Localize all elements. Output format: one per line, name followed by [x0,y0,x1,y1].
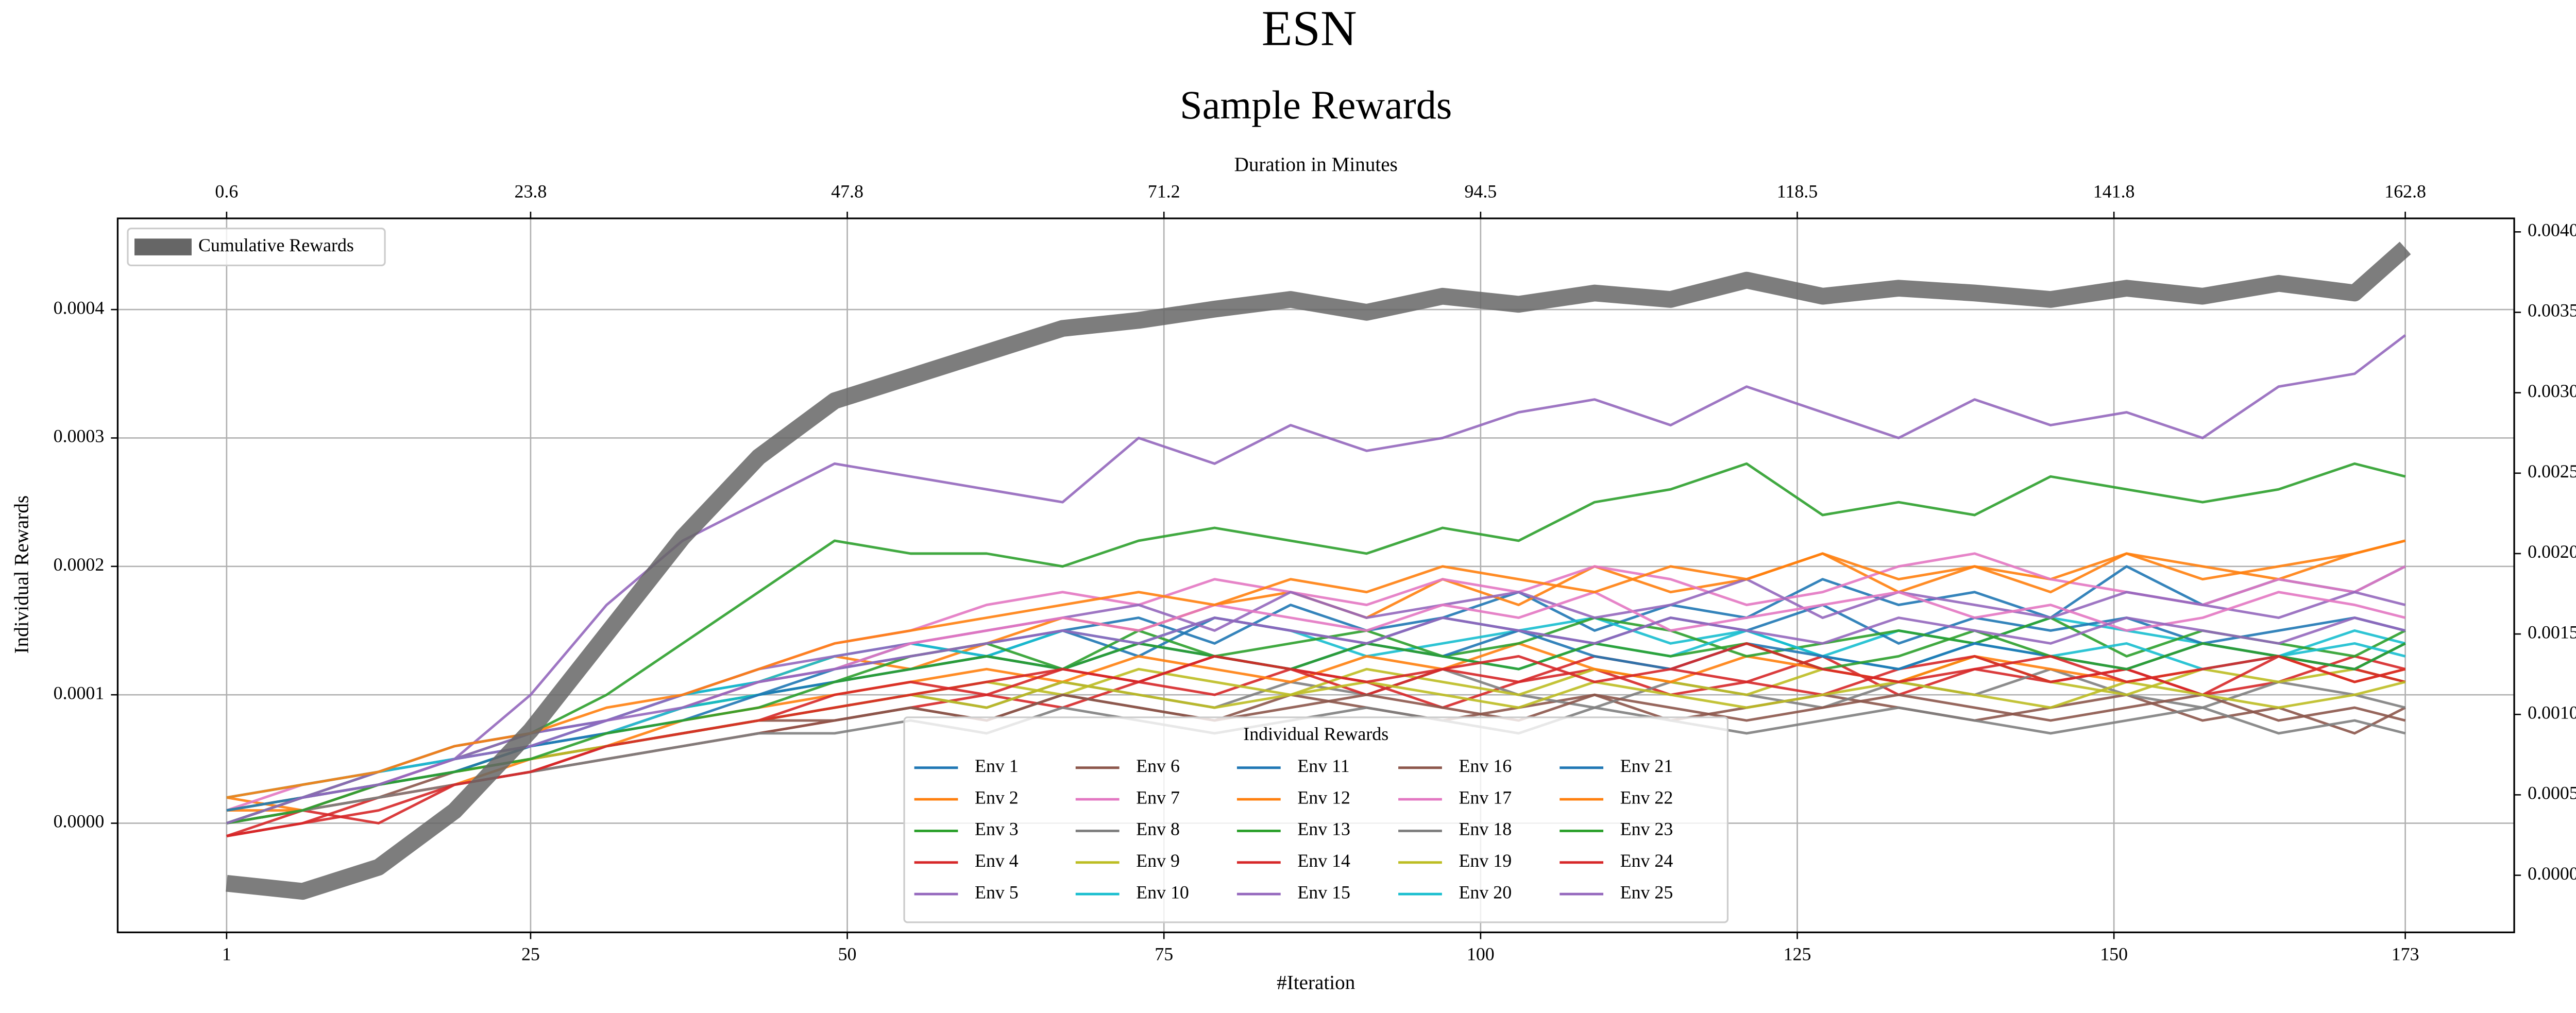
y-tick-label: 0.0003 [54,426,105,447]
y2-tick-label: 0.0035 [2528,300,2576,321]
x2-axis-label: Duration in Minutes [1234,153,1398,176]
series-line [226,642,2406,837]
legend-label: Env 4 [975,850,1019,871]
legend-label: Env 19 [1459,850,1512,871]
legend-label: Env 6 [1136,756,1180,776]
legend-label: Env 25 [1620,882,1673,902]
cumulative-line [226,242,2411,900]
x2-tick-label: 23.8 [515,181,547,201]
x-axis-label: #Iteration [1277,972,1355,994]
y2-tick-label: 0.0015 [2528,622,2576,642]
y-tick-label: 0.0002 [54,554,105,575]
y2-tick-label: 0.0005 [2528,783,2576,803]
y2-tick-label: 0.0010 [2528,702,2576,723]
y-tick-label: 0.0001 [54,682,105,703]
series-line [226,334,2406,812]
legend-label: Env 8 [1136,819,1180,839]
legend-label: Env 16 [1459,756,1512,776]
x2-tick-label: 47.8 [831,181,863,201]
legend-label: Env 9 [1136,850,1180,871]
legend-label: Env 18 [1459,819,1512,839]
series-line [226,616,2406,825]
y-tick-label: 0.0000 [54,811,105,832]
y2-tick-label: 0.0025 [2528,461,2576,482]
legend-title: Individual Rewards [1243,724,1388,744]
x-tick-label: 125 [1784,943,1811,964]
legend-label: Env 22 [1620,787,1673,808]
series-line [226,539,2406,799]
x-tick-label: 50 [838,943,857,964]
y2-tick-label: 0.0030 [2528,381,2576,401]
x2-tick-label: 71.2 [1148,181,1180,201]
series-line [226,680,2406,812]
axes-frame [116,217,2515,934]
legend-label: Env 17 [1459,787,1512,808]
y2-tick-label: 0.0040 [2528,220,2576,241]
chart-title: ESN [1262,1,1357,57]
x-tick-label: 100 [1467,943,1495,964]
series-line [226,706,2406,825]
x-tick-label: 75 [1155,943,1173,964]
x2-tick-label: 141.8 [2093,181,2135,201]
legend-label: Env 10 [1136,882,1189,902]
series-line [226,462,2406,825]
legend-label: Env 15 [1297,882,1350,902]
legend-box [127,228,386,267]
series-line [226,578,2406,812]
legend-label: Env 3 [975,819,1019,839]
legend-label: Env 13 [1297,819,1350,839]
y-tick-label: 0.0004 [54,297,105,318]
legend-label: Cumulative Rewards [198,235,354,255]
x2-tick-label: 0.6 [215,181,238,201]
legend-label: Env 20 [1459,882,1512,902]
legend-label: Env 21 [1620,756,1673,776]
x2-tick-label: 94.5 [1464,181,1497,201]
y2-tick-label: 0.0000 [2528,863,2576,884]
x-tick-label: 173 [2392,943,2419,964]
legend-label: Env 2 [975,787,1019,808]
series-line [226,629,2406,825]
chart-subtitle: Sample Rewards [1180,82,1452,127]
x-tick-label: 150 [2100,943,2128,964]
legend-label: Env 14 [1297,850,1350,871]
legend-label: Env 23 [1620,819,1673,839]
legend-label: Env 11 [1297,756,1349,776]
x-tick-label: 1 [222,943,231,964]
y-axis-label: Individual Rewards [11,495,33,654]
x2-tick-label: 162.8 [2384,181,2426,201]
x-tick-label: 25 [521,943,540,964]
legend-label: Env 1 [975,756,1019,776]
x2-tick-label: 118.5 [1777,181,1818,201]
legend-label: Env 5 [975,882,1019,902]
legend-label: Env 12 [1297,787,1350,808]
legend-label: Env 24 [1620,850,1673,871]
legend-label: Env 7 [1136,787,1180,808]
y2-tick-label: 0.0020 [2528,541,2576,562]
